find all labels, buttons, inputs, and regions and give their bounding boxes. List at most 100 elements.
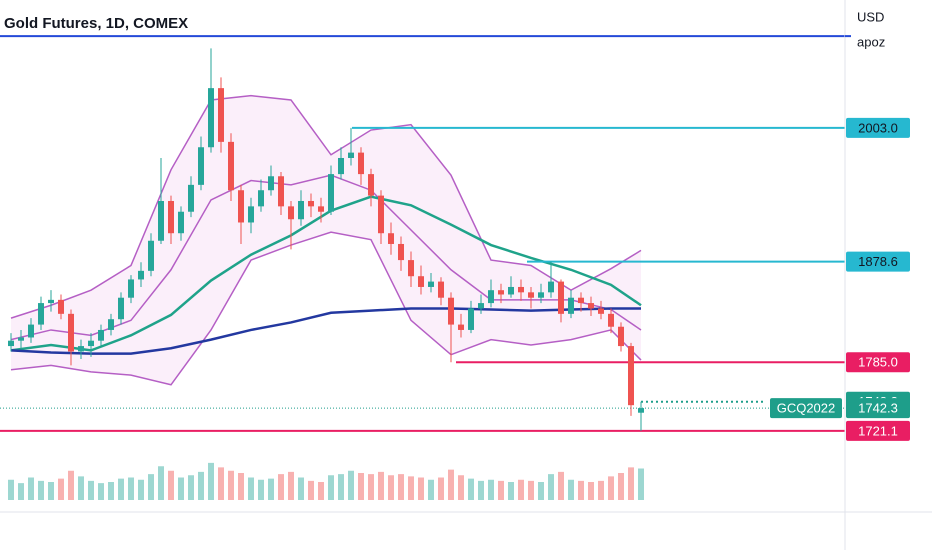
- volume-bar: [308, 480, 314, 500]
- chart-title: Gold Futures, 1D, COMEX: [4, 15, 188, 32]
- volume-bar: [488, 479, 494, 500]
- candle-body: [68, 313, 74, 352]
- volume-bar: [28, 477, 34, 500]
- volume-bar: [538, 482, 544, 500]
- volume-bar: [68, 470, 74, 500]
- volume-bar: [258, 479, 264, 500]
- volume-bar: [298, 477, 304, 500]
- currency: USD: [857, 9, 884, 24]
- candle-body: [618, 326, 624, 347]
- volume-bar: [358, 473, 364, 500]
- volume-bar: [138, 479, 144, 500]
- band-fill: [11, 95, 641, 385]
- candle-body: [58, 299, 64, 314]
- volume-bar: [18, 483, 24, 500]
- volume-bar: [88, 480, 94, 500]
- candle-body: [298, 200, 304, 220]
- candle-body: [468, 308, 474, 330]
- volume-bar: [268, 478, 274, 500]
- price-badge-label: 1785.0: [858, 355, 898, 370]
- plot: [0, 35, 845, 500]
- moving-average: [10, 307, 641, 355]
- volume-bar: [158, 466, 164, 500]
- candle-body: [108, 319, 114, 330]
- volume-bar: [48, 482, 54, 500]
- band-upper: [10, 94, 642, 319]
- candle-body: [478, 303, 484, 309]
- volume-bar: [278, 474, 284, 500]
- volume-bar: [148, 474, 154, 500]
- price-badge-label: 1742.3: [858, 401, 898, 416]
- volume-bar: [118, 478, 124, 500]
- volume-bar: [178, 477, 184, 500]
- candle-body: [308, 200, 314, 207]
- volume-bar: [638, 468, 644, 500]
- candle-body: [428, 281, 434, 287]
- candle-body: [558, 281, 564, 314]
- candle-body: [288, 206, 294, 220]
- volume-bar: [518, 479, 524, 500]
- volume-bar: [368, 474, 374, 500]
- volume-bar: [168, 470, 174, 500]
- volume-bar: [458, 475, 464, 500]
- price-badge: [846, 420, 910, 441]
- volume-bar: [468, 478, 474, 500]
- candle-body: [228, 141, 234, 191]
- candle-body: [438, 281, 444, 298]
- candle-body: [28, 324, 34, 338]
- candle-body: [238, 190, 244, 223]
- volume-bar: [238, 473, 244, 500]
- volume-bar: [58, 478, 64, 500]
- volume-bar: [408, 476, 414, 500]
- volume-bar: [78, 476, 84, 500]
- candle-body: [48, 299, 54, 304]
- volume-bar: [348, 470, 354, 500]
- volume-bar: [98, 483, 104, 500]
- volume-bar: [378, 471, 384, 500]
- candle-body: [338, 157, 344, 175]
- price-badge: [846, 251, 910, 272]
- candle-body: [418, 276, 424, 287]
- volume-bar: [8, 479, 14, 500]
- price-badge-label: 1878.6: [858, 254, 898, 269]
- candle-body: [378, 195, 384, 234]
- volume-bar: [328, 475, 334, 500]
- candle-body: [278, 176, 284, 207]
- candle-body: [498, 290, 504, 295]
- volume-bar: [38, 480, 44, 500]
- candle-body: [138, 270, 144, 280]
- candle-body: [518, 286, 524, 293]
- candle-body: [148, 240, 154, 271]
- candle-body: [358, 152, 364, 175]
- candle-body: [458, 324, 464, 330]
- candle-body: [198, 147, 204, 185]
- price-badge-label: 1721.1: [858, 423, 898, 438]
- volume-bar: [208, 462, 214, 500]
- candle-body: [578, 297, 584, 304]
- volume-bar: [288, 471, 294, 500]
- volume-bar: [598, 480, 604, 500]
- candle-body: [88, 340, 94, 347]
- volume-bar: [248, 477, 254, 500]
- volume-bar: [628, 467, 634, 500]
- volume-bar: [528, 480, 534, 500]
- volume-bar: [398, 474, 404, 500]
- volume-bar: [188, 475, 194, 500]
- volume-bar: [548, 474, 554, 500]
- candle-body: [168, 200, 174, 234]
- candle-body: [188, 184, 194, 212]
- candle-body: [98, 329, 104, 341]
- volume-bar: [198, 471, 204, 500]
- volume-bar: [218, 467, 224, 500]
- volume-bar: [228, 470, 234, 500]
- candle-body: [248, 206, 254, 223]
- candle-body: [368, 174, 374, 196]
- candle-body: [218, 88, 224, 142]
- candle-body: [638, 408, 644, 413]
- candle-body: [38, 303, 44, 325]
- candle-body: [178, 211, 184, 234]
- candle-body: [348, 152, 354, 158]
- candle-body: [388, 233, 394, 244]
- candle-body: [78, 346, 84, 352]
